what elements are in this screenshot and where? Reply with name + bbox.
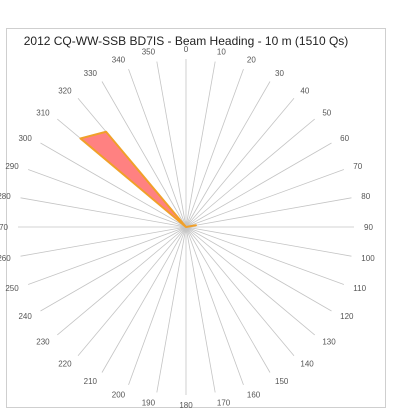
angle-tick-label: 70 xyxy=(353,162,362,171)
angle-tick-label: 220 xyxy=(58,359,72,368)
radial-gridline xyxy=(185,226,271,373)
radial-gridline xyxy=(185,61,216,228)
radial-gridline xyxy=(101,81,187,228)
radial-gridline xyxy=(185,226,315,336)
radial-gridline xyxy=(185,226,345,285)
angle-tick-label: 330 xyxy=(84,69,98,78)
angle-tick-label: 280 xyxy=(0,192,11,201)
angle-tick-label: 260 xyxy=(0,254,11,263)
angle-tick-label: 250 xyxy=(5,284,19,293)
angle-tick-label: 270 xyxy=(0,223,9,232)
radial-gridline xyxy=(185,81,271,228)
radial-gridline xyxy=(20,197,187,228)
angle-tick-label: 210 xyxy=(84,377,98,386)
angle-tick-label: 320 xyxy=(58,87,72,96)
angle-tick-label: 160 xyxy=(247,390,261,399)
angle-tick-label: 150 xyxy=(275,377,289,386)
radial-gridline xyxy=(185,118,315,228)
angle-tick-label: 180 xyxy=(179,401,193,410)
radial-gridline xyxy=(101,226,187,373)
radial-gridline xyxy=(27,169,187,228)
angle-tick-label: 30 xyxy=(275,69,284,78)
radial-gridline xyxy=(20,226,187,257)
radial-gridline xyxy=(57,226,187,336)
radial-gridline xyxy=(185,68,244,228)
angle-tick-label: 110 xyxy=(353,284,366,293)
angle-tick-label: 340 xyxy=(112,56,126,65)
radial-gridline xyxy=(27,226,187,285)
radial-gridline xyxy=(128,68,187,228)
radial-gridline xyxy=(185,226,295,356)
angle-tick-label: 100 xyxy=(361,254,375,263)
radial-gridline xyxy=(40,142,187,228)
radial-gridline xyxy=(128,226,187,386)
angle-tick-label: 200 xyxy=(112,390,126,399)
chart-title: 2012 CQ-WW-SSB BD7IS - Beam Heading - 10… xyxy=(23,34,349,48)
radial-gridline xyxy=(185,226,244,386)
angle-tick-label: 240 xyxy=(18,312,32,321)
angle-tick-label: 140 xyxy=(300,359,314,368)
angle-tick-label: 10 xyxy=(217,48,226,57)
angle-tick-label: 60 xyxy=(340,134,349,143)
angle-tick-label: 310 xyxy=(36,109,50,118)
angle-tick-label: 50 xyxy=(322,109,331,118)
radial-gridline xyxy=(40,226,187,312)
radial-gridline xyxy=(156,61,187,228)
angle-tick-label: 0 xyxy=(184,45,189,54)
angle-tick-label: 190 xyxy=(142,398,156,407)
radial-gridline xyxy=(185,226,216,393)
angle-tick-label: 350 xyxy=(142,48,156,57)
angle-tick-label: 130 xyxy=(322,337,336,346)
radial-gridline xyxy=(185,197,352,228)
angle-tick-label: 20 xyxy=(247,56,256,65)
angle-tick-label: 40 xyxy=(300,87,309,96)
angle-tick-label: 90 xyxy=(364,223,373,232)
radial-gridline xyxy=(185,142,332,228)
angle-tick-label: 290 xyxy=(5,162,19,171)
beam-heading-series-area xyxy=(79,130,197,228)
radial-gridline xyxy=(77,226,187,356)
radial-gridline xyxy=(156,226,187,393)
radial-gridline xyxy=(185,226,352,257)
angle-tick-label: 230 xyxy=(36,337,50,346)
angle-tick-label: 170 xyxy=(217,398,231,407)
chart-frame xyxy=(6,28,386,408)
angle-tick-label: 300 xyxy=(18,134,32,143)
radial-gridline xyxy=(185,226,332,312)
radial-gridline xyxy=(185,98,295,228)
angle-tick-label: 120 xyxy=(340,312,354,321)
radial-gridline xyxy=(185,169,345,228)
angle-tick-label: 80 xyxy=(361,192,370,201)
